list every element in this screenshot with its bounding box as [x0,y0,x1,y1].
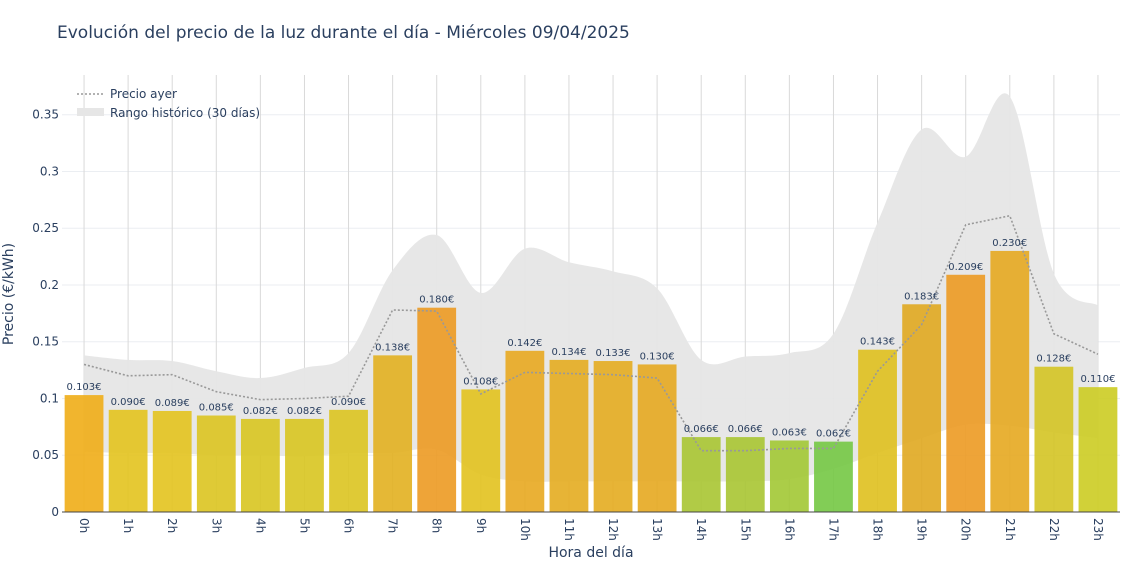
price-bar[interactable] [946,274,986,512]
x-tick-label: 21h [1003,518,1017,541]
x-tick-label: 20h [959,518,973,541]
bar-value-label: 0.062€ [816,429,851,440]
bar-value-label: 0.090€ [111,397,146,408]
bar-value-label: 0.143€ [860,337,895,348]
y-tick-label: 0.15 [32,335,59,349]
x-tick-label: 4h [253,518,267,533]
bar-value-label: 0.085€ [199,403,234,414]
x-tick-label: 22h [1047,518,1061,541]
bar-value-label: 0.103€ [67,382,102,393]
x-tick-label: 7h [386,518,400,533]
y-tick-label: 0 [51,505,59,519]
y-tick-label: 0.1 [40,391,59,405]
x-tick-label: 1h [121,518,135,533]
x-tick-label: 12h [606,518,620,541]
bar-value-label: 0.133€ [596,348,631,359]
x-tick-label: 8h [430,518,444,533]
price-bar[interactable] [329,409,368,512]
price-bar[interactable] [1034,366,1074,512]
price-bar[interactable] [417,307,457,512]
x-axis-title: Hora del día [548,545,633,561]
bar-value-label: 0.066€ [728,424,763,435]
price-bar[interactable] [108,409,148,512]
y-tick-label: 0.25 [32,221,59,235]
price-bar[interactable] [902,304,942,512]
bar-value-label: 0.090€ [331,397,366,408]
bar-value-label: 0.128€ [1036,354,1071,365]
price-bar[interactable] [725,437,765,512]
price-bar[interactable] [461,389,501,512]
x-tick-label: 14h [694,518,708,541]
price-bar[interactable] [769,440,809,512]
legend-item-yesterday[interactable]: Precio ayer [110,87,177,101]
bar-value-label: 0.082€ [287,406,322,417]
x-tick-label: 16h [782,518,796,541]
x-tick-label: 2h [165,518,179,533]
x-tick-label: 17h [826,518,840,541]
axes: 0 0.05 0.1 0.15 0.2 0.25 0.3 0.35 0h 1h 2h 3h 4h 5h 6h… [32,108,1120,541]
y-tick-label: 0.2 [40,278,59,292]
legend[interactable]: Precio ayer Rango histórico (30 días) [77,87,260,120]
bar-value-label: 0.134€ [551,347,586,358]
x-tick-label: 6h [342,518,356,533]
bar-value-label: 0.180€ [419,295,454,306]
bar-value-label: 0.209€ [948,262,983,273]
x-tick-label: 23h [1091,518,1105,541]
bar-value-label: 0.063€ [772,427,807,438]
bar-value-label: 0.183€ [904,291,939,302]
x-tick-label: 3h [209,518,223,533]
price-bar[interactable] [373,355,413,512]
x-tick-label: 11h [562,518,576,541]
x-tick-label: 15h [738,518,752,541]
price-bar[interactable] [196,415,236,512]
bar-value-label: 0.230€ [992,238,1027,249]
x-tick-label: 0h [77,518,91,533]
bar-value-label: 0.130€ [640,351,675,362]
y-tick-label: 0.35 [32,108,59,122]
price-bar[interactable] [240,418,280,512]
bar-value-label: 0.110€ [1080,374,1115,385]
price-bar[interactable] [549,359,589,512]
bar-value-label: 0.138€ [375,342,410,353]
price-bar[interactable] [1078,387,1118,512]
price-bar[interactable] [152,410,192,512]
chart-title: Evolución del precio de la luz durante e… [57,23,630,43]
price-bar[interactable] [681,437,721,512]
range-band-area [84,93,1098,482]
x-tick-label: 10h [518,518,532,541]
price-bar[interactable] [505,350,545,512]
y-axis-title: Precio (€/kWh) [1,243,17,345]
x-tick-label: 9h [474,518,488,533]
price-bar[interactable] [814,441,853,512]
price-bar[interactable] [637,364,677,512]
legend-band-swatch [77,108,104,116]
bar-value-label: 0.142€ [507,338,542,349]
legend-item-range[interactable]: Rango histórico (30 días) [110,106,260,120]
bar-value-label: 0.066€ [684,424,719,435]
price-bar[interactable] [285,418,324,512]
y-tick-label: 0.3 [40,164,59,178]
x-tick-label: 13h [650,518,664,541]
y-tick-label: 0.05 [32,448,59,462]
x-tick-label: 18h [871,518,885,541]
bar-value-labels: 0.103€ 0.090€ 0.089€ 0.085€ 0.082€ 0.082€ 0.09… [67,238,1116,440]
price-bar[interactable] [593,361,633,512]
x-tick-label: 5h [297,518,311,533]
price-bar[interactable] [64,395,104,512]
price-bars [64,250,1118,512]
historical-range-band [84,93,1098,482]
bar-value-label: 0.089€ [155,398,190,409]
bar-value-label: 0.108€ [463,376,498,387]
x-tick-label: 19h [915,518,929,541]
price-bar[interactable] [990,250,1030,512]
price-bar[interactable] [858,349,897,512]
bar-value-label: 0.082€ [243,406,278,417]
